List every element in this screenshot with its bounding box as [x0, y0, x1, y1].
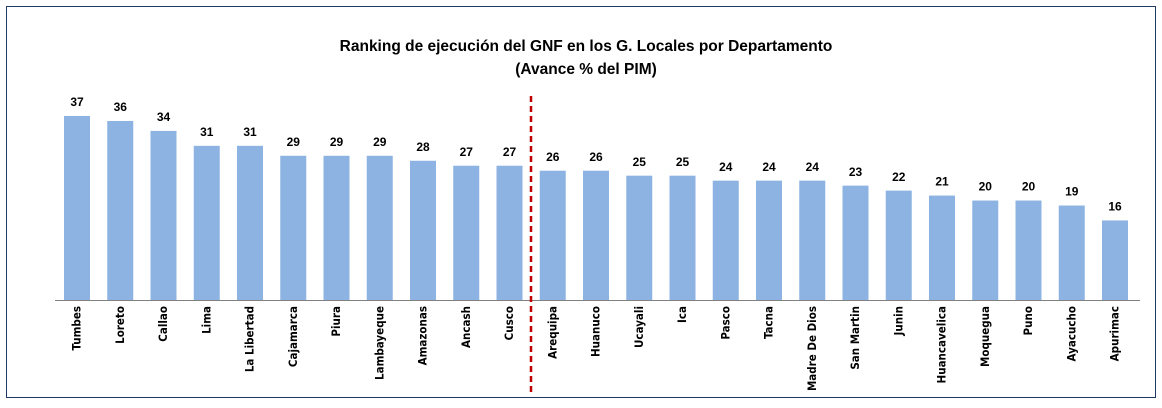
x-tick-label: Madre De Dios [805, 306, 819, 391]
value-label: 27 [460, 145, 474, 159]
value-label: 20 [1022, 180, 1036, 194]
x-tick-label: Arequipa [545, 306, 559, 359]
x-tick-label: La Libertad [243, 306, 257, 372]
value-label: 29 [373, 135, 387, 149]
value-label: 16 [1108, 200, 1122, 214]
value-label: 20 [979, 180, 993, 194]
bar [799, 180, 826, 300]
value-label: 29 [330, 135, 344, 149]
x-tick-label: Ancash [459, 306, 473, 348]
x-tick-label: Lima [199, 306, 213, 334]
value-label: 21 [935, 175, 949, 189]
value-label: 24 [806, 160, 820, 174]
bar [842, 185, 869, 300]
x-tick-label: Amazonas [416, 306, 430, 365]
bar [669, 175, 696, 300]
chart-title: Ranking de ejecución del GNF en los G. L… [340, 38, 833, 55]
bar [280, 155, 307, 300]
value-label: 29 [287, 135, 301, 149]
x-tick-label: Pasco [718, 306, 732, 340]
bar [1102, 220, 1128, 300]
value-label: 34 [157, 110, 171, 124]
bar [410, 160, 436, 300]
bar [237, 145, 263, 300]
bar [583, 170, 609, 300]
bar [107, 120, 134, 300]
bar [1058, 205, 1085, 300]
x-tick-label: Lambayeque [372, 306, 386, 380]
x-tick-label: Tumbes [70, 306, 84, 351]
x-tick-label: Cusco [502, 306, 516, 340]
value-label: 31 [200, 125, 214, 139]
x-tick-label: Loreto [113, 306, 127, 344]
x-tick-label: Ica [675, 306, 689, 323]
x-tick-label: Huanuco [589, 306, 603, 357]
value-label: 28 [416, 140, 430, 154]
x-tick-label: Apurimac [1108, 306, 1122, 361]
chart-subtitle: (Avance % del PIM) [515, 61, 657, 78]
bar [626, 175, 653, 300]
bar [929, 195, 955, 300]
value-label: 26 [589, 150, 603, 164]
bar [150, 130, 177, 300]
value-label: 23 [849, 165, 863, 179]
value-label: 24 [762, 160, 776, 174]
bar [64, 116, 90, 300]
bar [756, 180, 782, 300]
bar [972, 200, 999, 300]
x-tick-label: Huancavelica [935, 306, 949, 383]
bar [453, 165, 480, 300]
bar [885, 190, 912, 300]
value-label: 31 [243, 125, 257, 139]
value-label: 19 [1065, 185, 1079, 199]
bar [323, 155, 350, 300]
bar [193, 145, 220, 300]
bar [1015, 200, 1042, 300]
bar [366, 155, 393, 300]
x-tick-label: Ayacucho [1064, 306, 1078, 361]
bar [712, 180, 739, 300]
x-tick-label: Callao [156, 306, 170, 342]
x-tick-label: Piura [329, 306, 343, 337]
x-tick-label: Ucayali [632, 306, 646, 348]
x-tick-label: Puno [1021, 306, 1035, 335]
value-label: 24 [719, 160, 733, 174]
x-tick-label: Moquegua [978, 306, 992, 367]
bar [539, 170, 566, 300]
value-label: 27 [503, 145, 517, 159]
x-tick-label: Cajamarca [286, 306, 300, 367]
value-label: 26 [546, 150, 560, 164]
x-tick-label: Junin [891, 306, 905, 337]
x-tick-label: Tacna [762, 306, 776, 339]
value-label: 22 [892, 170, 906, 184]
bar [496, 165, 523, 300]
x-tick-label: San Martin [848, 306, 862, 370]
value-label: 36 [114, 100, 128, 114]
value-label: 25 [633, 155, 647, 169]
value-label: 37 [70, 95, 84, 109]
value-label: 25 [676, 155, 690, 169]
